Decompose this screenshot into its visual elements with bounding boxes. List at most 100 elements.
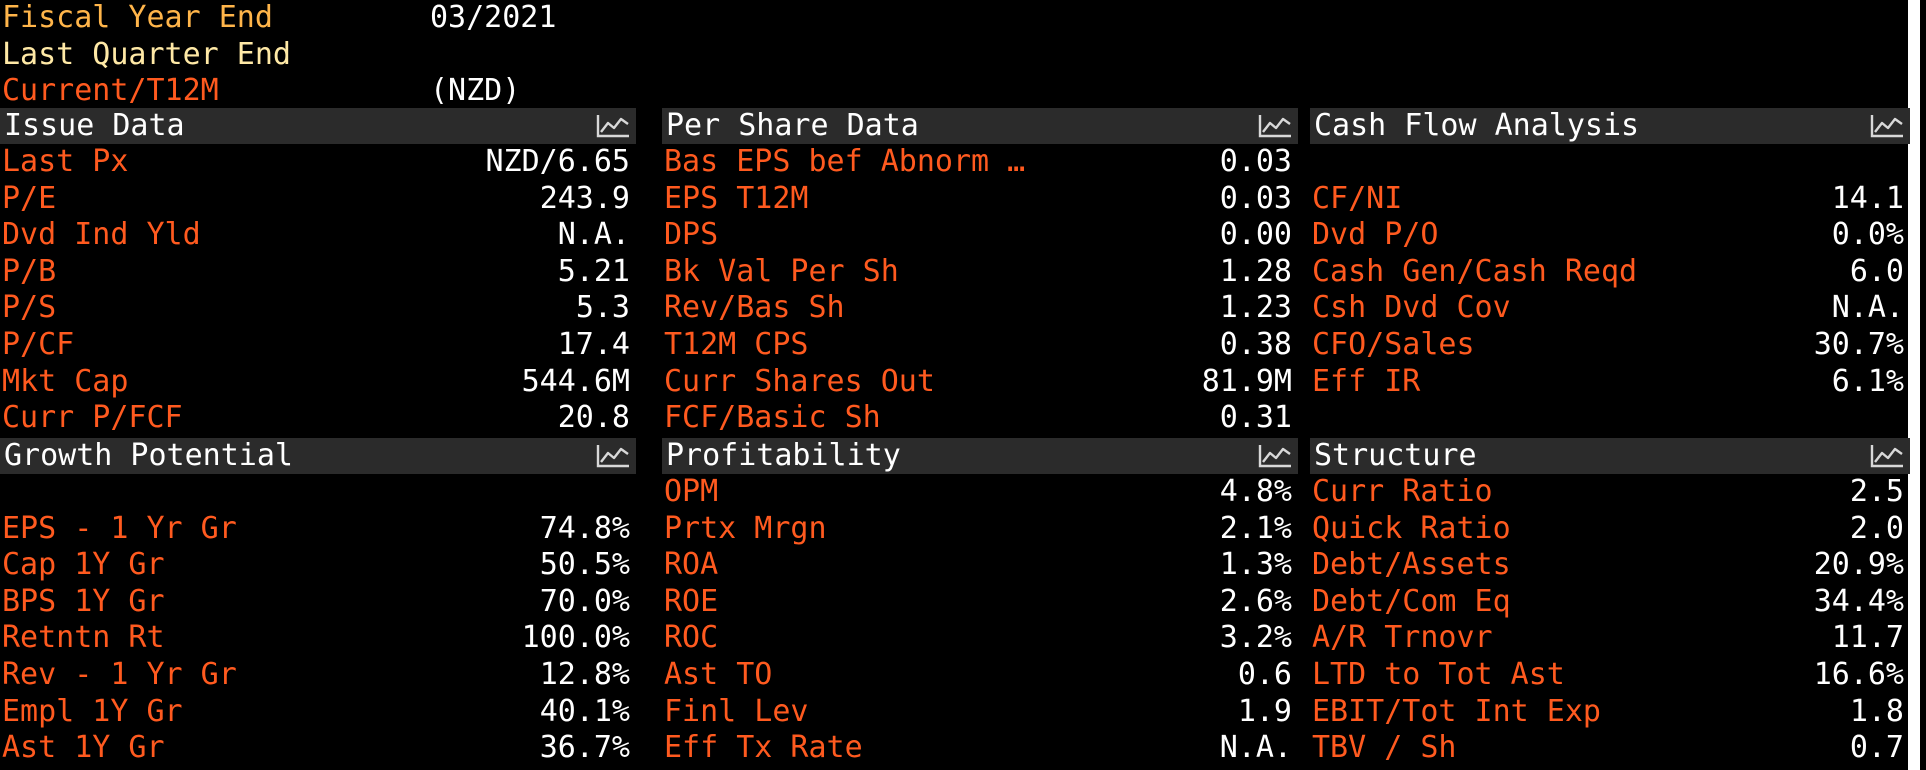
row-label: Empl 1Y Gr bbox=[2, 693, 183, 729]
row-label: BPS 1Y Gr bbox=[2, 583, 165, 619]
row-value: 5.21 bbox=[557, 253, 630, 289]
row-rev-1-yr-gr[interactable]: Rev - 1 Yr Gr 12.8% bbox=[0, 657, 636, 694]
row-label: Eff Tx Rate bbox=[664, 730, 863, 766]
row-label: Debt/Com Eq bbox=[1312, 583, 1511, 619]
row-blank bbox=[1310, 144, 1910, 181]
last-quarter-end-label: Last Quarter End bbox=[2, 36, 291, 72]
row-bas-eps-bef-abnorm[interactable]: Bas EPS bef Abnorm … 0.03 bbox=[662, 144, 1298, 181]
row-ebit-tot-int-exp[interactable]: EBIT/Tot Int Exp 1.8 bbox=[1310, 694, 1910, 731]
fiscal-year-end-label: Fiscal Year End bbox=[2, 0, 273, 35]
row-label: Finl Lev bbox=[664, 693, 809, 729]
row-value: 30.7% bbox=[1813, 326, 1904, 362]
row-value: 0.0% bbox=[1831, 217, 1904, 253]
row-ast-to[interactable]: Ast TO 0.6 bbox=[662, 657, 1298, 694]
row-a-r-trnovr[interactable]: A/R Trnovr 11.7 bbox=[1310, 620, 1910, 657]
row-last-px[interactable]: Last Px NZD/6.65 bbox=[0, 144, 636, 181]
row-value: 2.1% bbox=[1219, 510, 1292, 546]
row-ast-1y-gr[interactable]: Ast 1Y Gr 36.7% bbox=[0, 730, 636, 767]
row-value: 20.8 bbox=[557, 400, 630, 436]
row-value: 2.0 bbox=[1849, 510, 1904, 546]
row-t12m-cps[interactable]: T12M CPS 0.38 bbox=[662, 327, 1298, 364]
row-opm[interactable]: OPM 4.8% bbox=[662, 474, 1298, 511]
row-blank bbox=[1310, 400, 1910, 437]
row-debt-assets[interactable]: Debt/Assets 20.9% bbox=[1310, 547, 1910, 584]
row-cash-gen-cash-reqd[interactable]: Cash Gen/Cash Reqd 6.0 bbox=[1310, 254, 1910, 291]
row-prtx-mrgn[interactable]: Prtx Mrgn 2.1% bbox=[662, 511, 1298, 548]
row-value: 0.00 bbox=[1219, 217, 1292, 253]
row-bk-val-per-sh[interactable]: Bk Val Per Sh 1.28 bbox=[662, 254, 1298, 291]
row-curr-shares-out[interactable]: Curr Shares Out 81.9M bbox=[662, 364, 1298, 401]
row-label: ROE bbox=[664, 583, 719, 619]
line-chart-icon[interactable] bbox=[1256, 442, 1294, 470]
row-label: P/CF bbox=[2, 326, 75, 362]
row-eff-ir[interactable]: Eff IR 6.1% bbox=[1310, 364, 1910, 401]
row-label: Csh Dvd Cov bbox=[1312, 290, 1511, 326]
row-p-e[interactable]: P/E 243.9 bbox=[0, 181, 636, 218]
row-bps-1y-gr[interactable]: BPS 1Y Gr 70.0% bbox=[0, 584, 636, 621]
row-label: Rev - 1 Yr Gr bbox=[2, 656, 237, 692]
row-rev-bas-sh[interactable]: Rev/Bas Sh 1.23 bbox=[662, 290, 1298, 327]
scrollbar[interactable] bbox=[1908, 0, 1920, 770]
line-chart-icon[interactable] bbox=[1256, 112, 1294, 140]
row-p-b[interactable]: P/B 5.21 bbox=[0, 254, 636, 291]
panel-header: Issue Data bbox=[0, 108, 636, 144]
row-value: 243.9 bbox=[539, 180, 630, 216]
row-value: 0.03 bbox=[1219, 144, 1292, 179]
row-eps-t12m[interactable]: EPS T12M 0.03 bbox=[662, 181, 1298, 218]
row-value: 12.8% bbox=[539, 656, 630, 692]
row-value: 50.5% bbox=[539, 547, 630, 583]
row-label: EPS T12M bbox=[664, 180, 809, 216]
profitability-panel: Profitability OPM 4.8% Prtx Mrgn 2.1% ROA 1.3%… bbox=[662, 438, 1298, 767]
row-empl-1y-gr[interactable]: Empl 1Y Gr 40.1% bbox=[0, 694, 636, 731]
row-cfo-sales[interactable]: CFO/Sales 30.7% bbox=[1310, 327, 1910, 364]
row-roa[interactable]: ROA 1.3% bbox=[662, 547, 1298, 584]
row-blank bbox=[0, 474, 636, 511]
row-dvd-p-o[interactable]: Dvd P/O 0.0% bbox=[1310, 217, 1910, 254]
row-value: 0.38 bbox=[1219, 326, 1292, 362]
panel-rows: EPS - 1 Yr Gr 74.8% Cap 1Y Gr 50.5% BPS 1Y G… bbox=[0, 474, 636, 767]
row-fcf-basic-sh[interactable]: FCF/Basic Sh 0.31 bbox=[662, 400, 1298, 437]
row-csh-dvd-cov[interactable]: Csh Dvd Cov N.A. bbox=[1310, 290, 1910, 327]
row-mkt-cap[interactable]: Mkt Cap 544.6M bbox=[0, 364, 636, 401]
row-eff-tx-rate[interactable]: Eff Tx Rate N.A. bbox=[662, 730, 1298, 767]
panel-header: Per Share Data bbox=[662, 108, 1298, 144]
current-t12m-label: Current/T12M bbox=[2, 73, 219, 109]
panel-title: Issue Data bbox=[4, 108, 185, 143]
line-chart-icon[interactable] bbox=[1868, 442, 1906, 470]
row-dvd-ind-yld[interactable]: Dvd Ind Yld N.A. bbox=[0, 217, 636, 254]
panel-header: Cash Flow Analysis bbox=[1310, 108, 1910, 144]
row-ltd-to-tot-ast[interactable]: LTD to Tot Ast 16.6% bbox=[1310, 657, 1910, 694]
row-curr-ratio[interactable]: Curr Ratio 2.5 bbox=[1310, 474, 1910, 511]
row-dps[interactable]: DPS 0.00 bbox=[662, 217, 1298, 254]
row-value: 40.1% bbox=[539, 693, 630, 729]
row-label: Cash Gen/Cash Reqd bbox=[1312, 253, 1638, 289]
row-eps-1-yr-gr[interactable]: EPS - 1 Yr Gr 74.8% bbox=[0, 511, 636, 548]
row-finl-lev[interactable]: Finl Lev 1.9 bbox=[662, 694, 1298, 731]
row-roc[interactable]: ROC 3.2% bbox=[662, 620, 1298, 657]
row-value: 74.8% bbox=[539, 510, 630, 546]
row-cf-ni[interactable]: CF/NI 14.1 bbox=[1310, 181, 1910, 218]
row-value: 1.28 bbox=[1219, 253, 1292, 289]
line-chart-icon[interactable] bbox=[594, 112, 632, 140]
row-tbv-sh[interactable]: TBV / Sh 0.7 bbox=[1310, 730, 1910, 767]
row-retntn-rt[interactable]: Retntn Rt 100.0% bbox=[0, 620, 636, 657]
row-value: 2.6% bbox=[1219, 583, 1292, 619]
line-chart-icon[interactable] bbox=[1868, 112, 1906, 140]
row-debt-com-eq[interactable]: Debt/Com Eq 34.4% bbox=[1310, 584, 1910, 621]
row-roe[interactable]: ROE 2.6% bbox=[662, 584, 1298, 621]
row-p-s[interactable]: P/S 5.3 bbox=[0, 290, 636, 327]
row-value: 0.03 bbox=[1219, 180, 1292, 216]
line-chart-icon[interactable] bbox=[594, 442, 632, 470]
row-value: 17.4 bbox=[557, 326, 630, 362]
row-value: 1.23 bbox=[1219, 290, 1292, 326]
row-value: 20.9% bbox=[1813, 547, 1904, 583]
row-value: 100.0% bbox=[521, 620, 630, 656]
row-value: 81.9M bbox=[1201, 363, 1292, 399]
row-quick-ratio[interactable]: Quick Ratio 2.0 bbox=[1310, 511, 1910, 548]
panel-title: Cash Flow Analysis bbox=[1314, 108, 1640, 143]
row-cap-1y-gr[interactable]: Cap 1Y Gr 50.5% bbox=[0, 547, 636, 584]
row-curr-p-fcf[interactable]: Curr P/FCF 20.8 bbox=[0, 400, 636, 437]
row-p-cf[interactable]: P/CF 17.4 bbox=[0, 327, 636, 364]
row-label: CFO/Sales bbox=[1312, 326, 1475, 362]
row-label: Quick Ratio bbox=[1312, 510, 1511, 546]
